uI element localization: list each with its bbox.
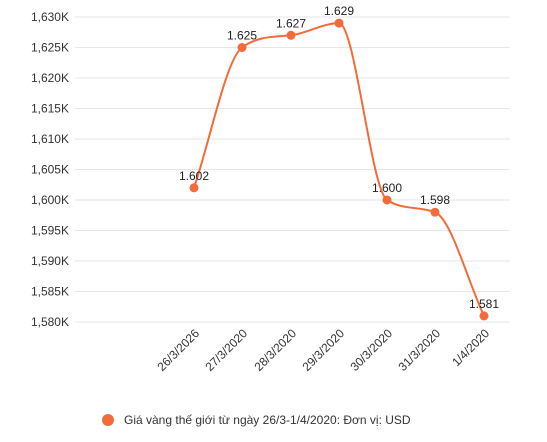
y-tick-label: 1,580K [31, 315, 69, 329]
x-tick-label: 27/3/2020 [202, 326, 250, 374]
y-tick-label: 1,595K [31, 224, 69, 238]
x-tick-label: 26/3/2026 [154, 326, 202, 374]
data-point[interactable] [286, 30, 296, 40]
x-axis-tick-labels: 26/3/2026 27/3/2020 28/3/2020 29/3/2020 30/3… [154, 326, 492, 374]
data-point[interactable] [479, 311, 489, 321]
legend-marker [102, 414, 114, 426]
x-tick-label: 29/3/2020 [299, 326, 347, 374]
y-tick-label: 1,625K [31, 41, 69, 55]
legend: Giá vàng thế giới từ ngày 26/3-1/4/2020:… [102, 413, 411, 427]
data-label: 1.600 [372, 181, 402, 195]
data-labels: 1.602 1.625 1.627 1.629 1.600 1.598 1.581 [179, 4, 499, 311]
data-label: 1.629 [324, 4, 354, 18]
y-tick-label: 1,585K [31, 285, 69, 299]
y-tick-label: 1,630K [31, 10, 69, 24]
y-tick-label: 1,610K [31, 132, 69, 146]
data-point[interactable] [382, 195, 392, 205]
y-tick-label: 1,605K [31, 163, 69, 177]
data-label: 1.625 [227, 29, 257, 43]
data-label: 1.581 [469, 297, 499, 311]
data-label: 1.598 [420, 193, 450, 207]
data-label: 1.602 [179, 169, 209, 183]
data-point[interactable] [189, 183, 199, 193]
legend-label: Giá vàng thế giới từ ngày 26/3-1/4/2020:… [124, 413, 411, 427]
x-tick-label: 28/3/2020 [251, 326, 299, 374]
y-tick-label: 1,620K [31, 71, 69, 85]
gridlines [75, 16, 510, 323]
y-tick-label: 1,590K [31, 254, 69, 268]
y-axis-tick-labels: 1,580K 1,585K 1,590K 1,595K 1,600K 1,605K 1,61… [31, 10, 69, 329]
data-point[interactable] [237, 43, 247, 52]
y-tick-label: 1,615K [31, 102, 69, 116]
data-point[interactable] [334, 18, 344, 28]
data-point[interactable] [430, 207, 440, 217]
x-tick-label: 30/3/2020 [347, 326, 395, 374]
data-points [189, 18, 489, 321]
x-tick-label: 31/3/2020 [395, 326, 443, 374]
data-label: 1.627 [276, 16, 306, 30]
y-tick-label: 1,600K [31, 193, 69, 207]
x-tick-label: 1/4/2020 [449, 326, 492, 369]
